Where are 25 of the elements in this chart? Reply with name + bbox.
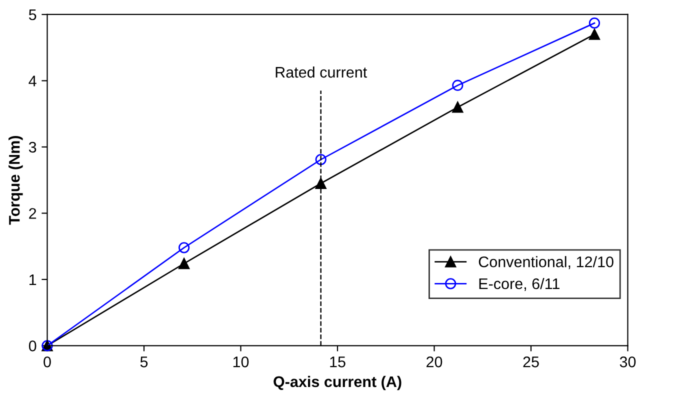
ref-line-label: Rated current bbox=[276, 66, 368, 78]
point bbox=[588, 18, 600, 29]
x-tick-label: 10 bbox=[233, 356, 249, 368]
x-tick-label: 0 bbox=[44, 356, 51, 368]
x-tick-label: 15 bbox=[330, 356, 346, 368]
y-tick-label: 5 bbox=[28, 10, 36, 20]
point bbox=[315, 154, 326, 166]
y-tick-label: 4 bbox=[28, 76, 36, 86]
point bbox=[588, 28, 600, 40]
x-axis-title: Q-axis current (A) bbox=[274, 376, 402, 390]
x-tick-label: 20 bbox=[426, 356, 442, 368]
y-tick-label: 0 bbox=[28, 340, 36, 352]
point bbox=[452, 80, 464, 91]
y-tick-label: 3 bbox=[28, 142, 36, 153]
legend-label: E-core, 6/11 bbox=[479, 278, 560, 291]
y-tick-label: 1 bbox=[30, 274, 36, 285]
legend-label: Conventional, 12/10 bbox=[478, 256, 614, 270]
point bbox=[178, 258, 190, 270]
x-tick-label: 25 bbox=[523, 356, 539, 368]
x-tick-label: 30 bbox=[620, 356, 636, 368]
x-tick-label: 5 bbox=[140, 356, 148, 368]
y-tick-label: 2 bbox=[29, 208, 36, 219]
point bbox=[452, 102, 464, 113]
point bbox=[178, 242, 190, 254]
y-axis-title: Torque (Nm) bbox=[8, 136, 23, 225]
